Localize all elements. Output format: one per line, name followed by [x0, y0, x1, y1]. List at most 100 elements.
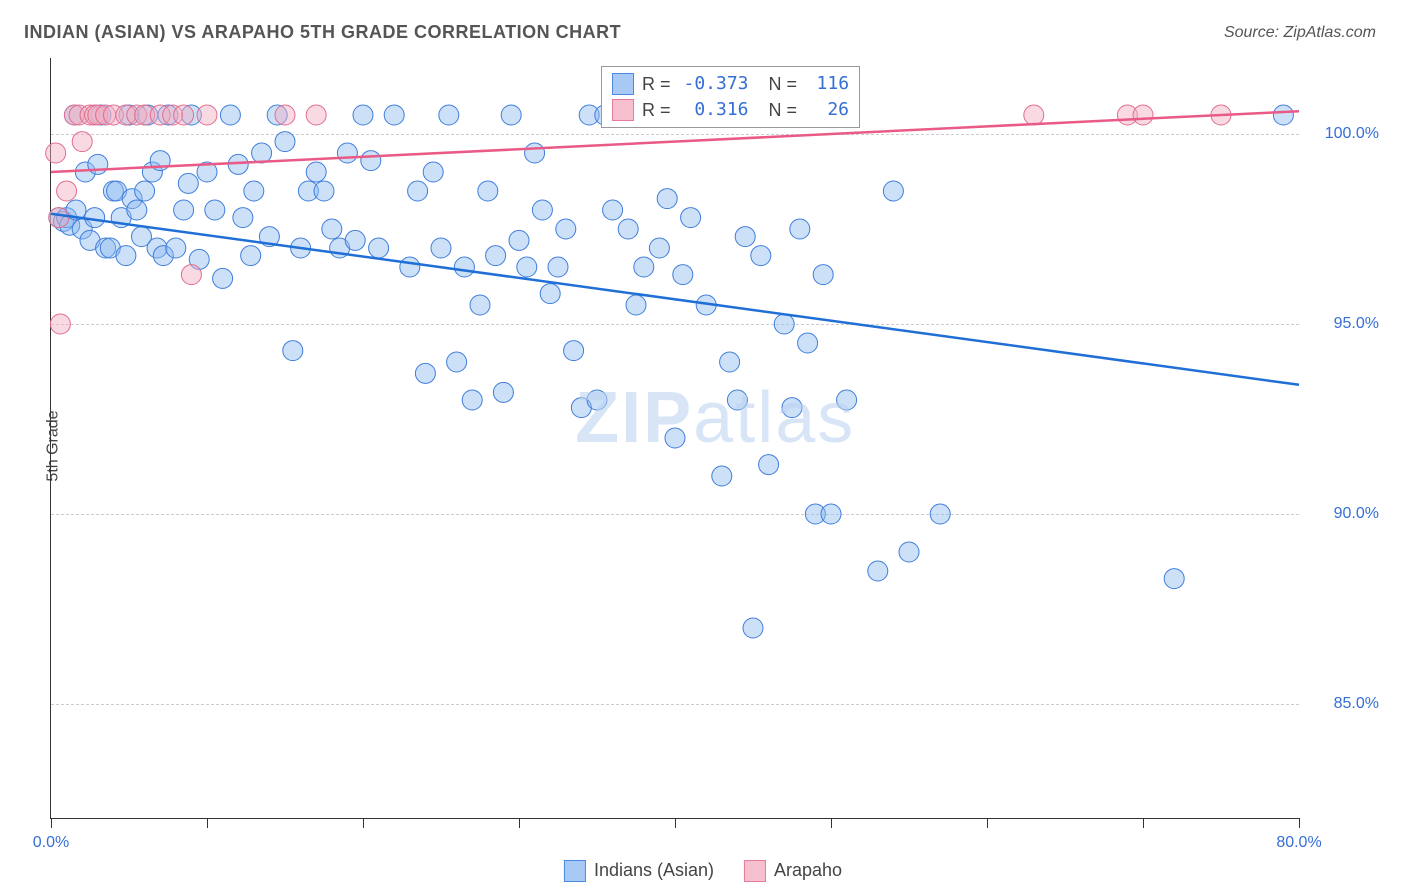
scatter-point [431, 238, 451, 258]
scatter-point [454, 257, 474, 277]
scatter-point [447, 352, 467, 372]
scatter-point [337, 143, 357, 163]
scatter-point [166, 238, 186, 258]
scatter-point [408, 181, 428, 201]
scatter-point [790, 219, 810, 239]
legend-r-value: 0.316 [679, 97, 749, 123]
legend-n-label: N = [769, 97, 798, 123]
chart-title: INDIAN (ASIAN) VS ARAPAHO 5TH GRADE CORR… [24, 22, 621, 43]
scatter-point [525, 143, 545, 163]
legend-label: Arapaho [774, 860, 842, 880]
legend-stats: R = -0.373 N = 116 R = 0.316 N = 26 [601, 66, 860, 128]
scatter-point [626, 295, 646, 315]
legend-r-value: -0.373 [679, 71, 749, 97]
legend-bottom: Indians (Asian) Arapaho [564, 860, 842, 882]
scatter-point [384, 105, 404, 125]
legend-swatch [612, 99, 634, 121]
legend-r-label: R = [642, 97, 671, 123]
scatter-point [759, 455, 779, 475]
scatter-point [501, 105, 521, 125]
scatter-point [252, 143, 272, 163]
legend-stat-row: R = 0.316 N = 26 [612, 97, 849, 123]
scatter-point [322, 219, 342, 239]
scatter-point [57, 181, 77, 201]
scatter-point [423, 162, 443, 182]
scatter-point [798, 333, 818, 353]
x-tick-label: 80.0% [1276, 834, 1321, 852]
legend-swatch [564, 860, 586, 882]
x-tick-mark [363, 818, 364, 828]
scatter-point [540, 284, 560, 304]
scatter-point [751, 246, 771, 266]
scatter-point [587, 390, 607, 410]
scatter-point [283, 341, 303, 361]
scatter-point [712, 466, 732, 486]
x-tick-mark [1299, 818, 1300, 828]
scatter-point [509, 230, 529, 250]
legend-n-label: N = [769, 71, 798, 97]
x-tick-mark [207, 818, 208, 828]
x-tick-mark [1143, 818, 1144, 828]
scatter-point [649, 238, 669, 258]
scatter-point [462, 390, 482, 410]
scatter-point [556, 219, 576, 239]
scatter-point [673, 265, 693, 285]
trend-line [51, 214, 1299, 385]
legend-stat-row: R = -0.373 N = 116 [612, 71, 849, 97]
x-tick-mark [51, 818, 52, 828]
scatter-point [883, 181, 903, 201]
scatter-point [306, 105, 326, 125]
y-tick-label: 85.0% [1334, 695, 1379, 713]
scatter-point [181, 265, 201, 285]
scatter-point [774, 314, 794, 334]
x-tick-mark [831, 818, 832, 828]
scatter-point [135, 181, 155, 201]
scatter-point [178, 173, 198, 193]
scatter-point [743, 618, 763, 638]
legend-n-value: 116 [805, 71, 849, 97]
scatter-point [220, 105, 240, 125]
scatter-point [1164, 569, 1184, 589]
scatter-point [233, 208, 253, 228]
scatter-point [345, 230, 365, 250]
scatter-point [821, 504, 841, 524]
scatter-point [735, 227, 755, 247]
scatter-point [244, 181, 264, 201]
scatter-point [837, 390, 857, 410]
scatter-point [1273, 105, 1293, 125]
scatter-point [314, 181, 334, 201]
scatter-point [681, 208, 701, 228]
scatter-point [1133, 105, 1153, 125]
scatter-point [72, 132, 92, 152]
scatter-point [665, 428, 685, 448]
scatter-point [241, 246, 261, 266]
scatter-point [727, 390, 747, 410]
scatter-point [930, 504, 950, 524]
scatter-point [400, 257, 420, 277]
scatter-point [478, 181, 498, 201]
scatter-point [213, 268, 233, 288]
legend-n-value: 26 [805, 97, 849, 123]
legend-label: Indians (Asian) [594, 860, 714, 880]
scatter-point [439, 105, 459, 125]
legend-item: Indians (Asian) [564, 860, 714, 882]
legend-r-label: R = [642, 71, 671, 97]
scatter-plot: 85.0%90.0%95.0%100.0%0.0%80.0%ZIPatlasR … [50, 58, 1299, 819]
legend-item: Arapaho [744, 860, 842, 882]
legend-swatch [612, 73, 634, 95]
y-tick-label: 95.0% [1334, 315, 1379, 333]
scatter-point [634, 257, 654, 277]
scatter-point [1024, 105, 1044, 125]
scatter-point [618, 219, 638, 239]
scatter-point [813, 265, 833, 285]
scatter-point [306, 162, 326, 182]
scatter-point [46, 143, 66, 163]
scatter-point [353, 105, 373, 125]
scatter-point [205, 200, 225, 220]
scatter-point [548, 257, 568, 277]
x-tick-label: 0.0% [33, 834, 69, 852]
x-tick-mark [987, 818, 988, 828]
scatter-point [116, 246, 136, 266]
source-label: Source: ZipAtlas.com [1224, 24, 1376, 42]
scatter-point [868, 561, 888, 581]
